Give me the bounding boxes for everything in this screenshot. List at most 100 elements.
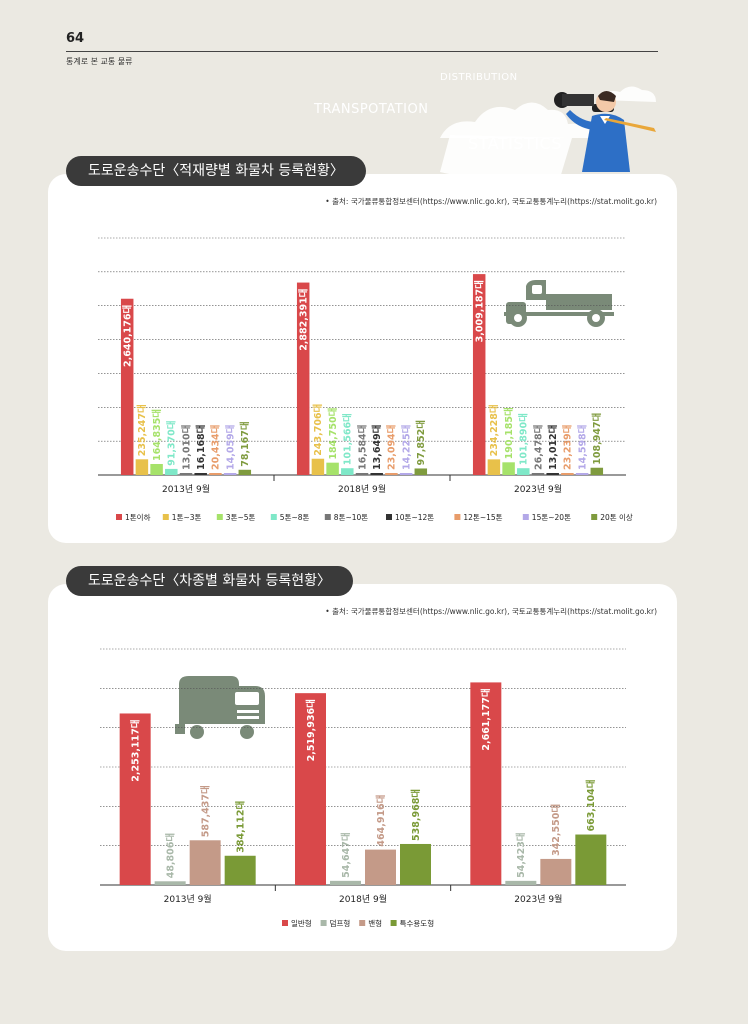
legend-label: 15톤~20톤	[532, 513, 571, 522]
bar	[154, 881, 186, 885]
data-label: 13,012대	[547, 425, 559, 470]
category-label: 2018년 9월	[338, 483, 386, 495]
chart1-source: • 출처: 국가물류통합정보센터(https://www.nlic.go.kr)…	[325, 197, 657, 206]
data-label: 23,239대	[562, 425, 574, 470]
chart2-svg: 2,253,117대 48,806대 587,437대 384,112대 2013년 9…	[100, 648, 626, 928]
legend-swatch	[591, 514, 598, 520]
header-illustration: DISTRIBUTION TRANSPOTATION STATISTICS	[300, 60, 680, 180]
bar	[209, 473, 222, 475]
data-label: 54,647대	[340, 832, 352, 877]
data-label: 2,253,117대	[129, 719, 141, 781]
legend-swatch	[270, 514, 277, 520]
legend-swatch	[522, 514, 529, 520]
bar	[517, 468, 530, 475]
data-label: 538,968대	[410, 789, 422, 841]
data-label: 101,566대	[342, 413, 354, 465]
data-label: 342,550대	[550, 804, 562, 856]
chart2-card: • 출처: 국가물류통합정보센터(https://www.nlic.go.kr)…	[48, 584, 677, 951]
legend-swatch	[324, 514, 331, 520]
bar	[165, 468, 178, 475]
bar	[194, 473, 207, 475]
legend-label: 일반형	[291, 919, 312, 928]
bar	[370, 473, 383, 475]
data-label: 384,112대	[234, 801, 246, 853]
data-label: 13,010대	[180, 425, 192, 470]
legend-label: 특수용도형	[400, 919, 435, 928]
bar	[295, 693, 326, 885]
header-rule	[66, 51, 658, 52]
data-label: 14,059대	[224, 425, 236, 470]
deco-word-statistics: STATISTICS	[468, 134, 562, 153]
data-label: 20,434대	[210, 425, 222, 470]
bar	[385, 473, 398, 475]
bar	[546, 473, 559, 475]
bar	[470, 682, 502, 885]
bar	[150, 463, 163, 475]
truck-icon	[504, 280, 614, 327]
bar	[505, 880, 537, 885]
bar	[487, 459, 501, 475]
bar	[472, 274, 486, 475]
bar	[355, 473, 369, 475]
legend-label: 5톤~8톤	[280, 513, 310, 522]
data-label: 464,916대	[375, 795, 387, 847]
legend-label: 12톤~15톤	[463, 513, 502, 522]
delivery-truck-icon	[175, 676, 265, 739]
chart1-svg: 2,640,176대 235,247대 164,835대 91,370대 13,010대…	[98, 237, 633, 522]
section1-title: 도로운송수단〈적재량별 화물차 등록현황〉	[66, 156, 366, 186]
data-label: 101,890대	[518, 413, 530, 465]
data-label: 97,852대	[415, 420, 427, 465]
bar	[330, 880, 361, 885]
category-label: 2013년 9월	[164, 893, 212, 905]
legend-label: 덤프형	[330, 918, 351, 928]
legend-swatch	[454, 514, 461, 520]
data-label: 234,228대	[488, 404, 500, 456]
bar	[575, 834, 607, 885]
bar	[189, 840, 221, 885]
data-label: 26,478대	[532, 425, 544, 470]
bar	[296, 282, 310, 475]
data-label: 13,649대	[371, 425, 383, 470]
legend-swatch	[282, 920, 288, 926]
bar	[365, 849, 396, 885]
data-label: 23,094대	[386, 425, 398, 470]
section2-title: 도로운송수단〈차종별 화물차 등록현황〉	[66, 566, 353, 596]
bar	[502, 462, 515, 475]
data-label: 108,947대	[591, 413, 603, 465]
data-label: 190,185대	[503, 407, 515, 459]
bar	[135, 459, 149, 475]
category-label: 2023년 9월	[514, 483, 562, 495]
data-label: 184,750대	[327, 408, 339, 460]
bar	[575, 473, 589, 475]
legend-swatch	[386, 514, 392, 520]
data-label: 243,706대	[312, 404, 324, 456]
data-label: 16,168대	[195, 425, 207, 470]
data-label: 235,247대	[136, 404, 148, 456]
bar	[120, 298, 134, 475]
deco-word-distribution: DISTRIBUTION	[440, 72, 518, 83]
legend-label: 20톤 이상	[600, 512, 633, 522]
legend-swatch	[216, 514, 223, 520]
data-label: 2,882,391대	[298, 289, 310, 351]
data-label: 14,598대	[576, 425, 588, 470]
legend-label: 8톤~10톤	[334, 513, 368, 522]
category-label: 2023년 9월	[514, 893, 562, 905]
data-label: 2,640,176대	[122, 305, 134, 367]
data-label: 16,584대	[356, 425, 368, 470]
legend-label: 밴형	[368, 919, 382, 928]
bar	[561, 473, 574, 475]
chart2-source: • 출처: 국가물류통합정보센터(https://www.nlic.go.kr)…	[325, 607, 657, 616]
legend-label: 1톤~3톤	[172, 513, 202, 522]
data-label: 587,437대	[199, 785, 211, 837]
bar	[540, 858, 572, 885]
data-label: 2,519,936대	[305, 699, 317, 761]
data-label: 54,423대	[515, 832, 527, 877]
bar	[119, 713, 151, 885]
data-label: 2,661,177대	[480, 688, 492, 750]
legend-swatch	[162, 514, 169, 520]
data-label: 91,370대	[166, 420, 178, 465]
legend-label: 1톤이하	[125, 512, 151, 522]
category-label: 2018년 9월	[339, 893, 387, 905]
data-label: 48,806대	[164, 833, 176, 878]
legend-swatch	[359, 920, 366, 926]
